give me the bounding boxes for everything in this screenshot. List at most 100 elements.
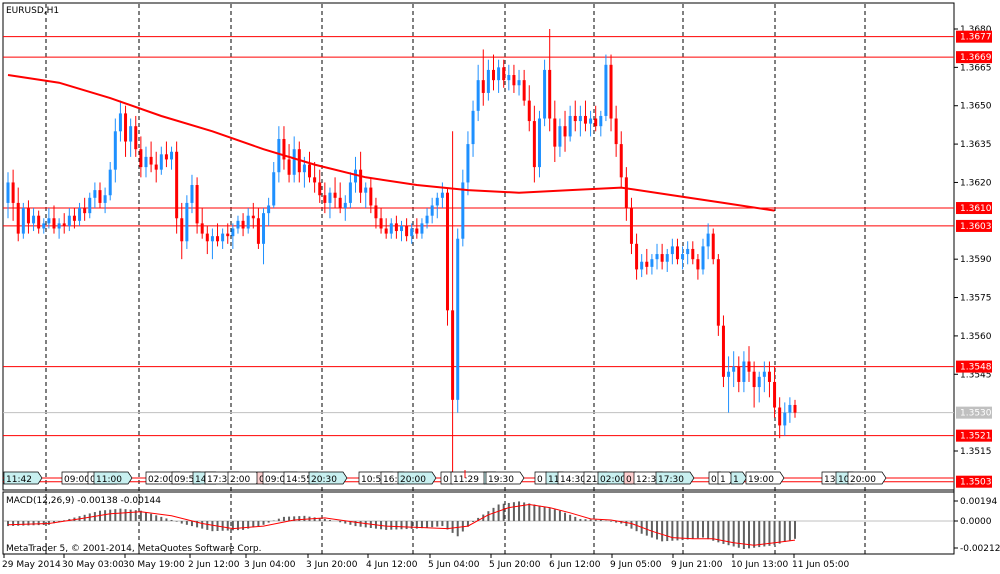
event-tag-label-26: 12:3 bbox=[636, 475, 656, 485]
candle-body-76 bbox=[394, 223, 398, 232]
time-label-7: 5 Jun 04:00 bbox=[428, 560, 480, 570]
candle-body-0 bbox=[6, 182, 10, 203]
event-tag-label-8: 2:00 bbox=[230, 475, 250, 485]
level-badge-1 bbox=[956, 51, 992, 64]
current-price-label: 1.3530 bbox=[960, 409, 992, 419]
candle-body-61 bbox=[318, 182, 322, 196]
candle-body-142 bbox=[732, 366, 736, 372]
event-tag-label-24: 02:00 bbox=[600, 475, 626, 485]
candle-body-126 bbox=[650, 259, 654, 267]
candle-body-147 bbox=[757, 376, 761, 388]
candle-body-3 bbox=[21, 208, 25, 234]
event-tag-label-7: 17:30 bbox=[207, 475, 233, 485]
time-label-4: 3 Jun 04:00 bbox=[244, 560, 296, 570]
time-label-5: 3 Jun 20:00 bbox=[306, 560, 358, 570]
price-label-5: 1.3590 bbox=[960, 255, 992, 265]
candle-body-48 bbox=[251, 215, 255, 219]
candle-body-108 bbox=[558, 126, 562, 147]
candle-body-23 bbox=[124, 113, 128, 142]
candle-body-119 bbox=[614, 118, 618, 145]
candle-body-118 bbox=[609, 64, 613, 119]
candle-body-81 bbox=[420, 223, 424, 234]
event-tag-label-6: 14: bbox=[195, 475, 209, 485]
event-tag-label-11: 14:55 bbox=[286, 475, 312, 485]
candle-body-49 bbox=[256, 218, 260, 244]
macd-label-2: -0.00212 bbox=[960, 544, 1000, 554]
candle-body-70 bbox=[364, 187, 368, 193]
candle-body-149 bbox=[767, 371, 771, 382]
price-axis-labels: 1.3680 1.3665 1.3650 1.3635 1.3620 1.3590 1.35… bbox=[954, 25, 992, 488]
candle-body-71 bbox=[369, 187, 373, 206]
time-label-8: 5 Jun 20:00 bbox=[489, 560, 541, 570]
candle-body-152 bbox=[783, 412, 787, 426]
candle-body-107 bbox=[553, 118, 557, 147]
candle-body-55 bbox=[287, 159, 291, 175]
time-label-6: 4 Jun 12:00 bbox=[366, 560, 418, 570]
event-tag-label-1: 09:00 bbox=[64, 475, 90, 485]
price-label-8: 1.3545 bbox=[960, 370, 992, 380]
candle-body-47 bbox=[246, 215, 250, 229]
current-price-badge bbox=[956, 406, 992, 419]
candle-body-75 bbox=[389, 223, 393, 234]
candle-body-82 bbox=[425, 215, 429, 224]
event-tag-label-9: 0 bbox=[259, 475, 265, 485]
candle-body-98 bbox=[507, 75, 511, 81]
candle-body-128 bbox=[660, 254, 664, 262]
event-tag-15 bbox=[397, 471, 437, 485]
candle-body-137 bbox=[706, 233, 710, 247]
candle-body-28 bbox=[149, 156, 153, 165]
candle-body-101 bbox=[522, 80, 526, 101]
candle-body-127 bbox=[655, 254, 659, 260]
candle-body-146 bbox=[752, 371, 756, 388]
candle-body-27 bbox=[144, 156, 148, 168]
candle-body-151 bbox=[778, 407, 782, 426]
candle-body-111 bbox=[573, 115, 577, 122]
candle-body-129 bbox=[665, 254, 669, 262]
level-badge-2 bbox=[956, 202, 992, 215]
candle-body-5 bbox=[32, 215, 36, 224]
candle-body-35 bbox=[185, 202, 189, 242]
event-tag-label-17: 11:29 bbox=[453, 475, 479, 485]
candle-body-34 bbox=[180, 218, 184, 242]
candle-body-117 bbox=[604, 64, 608, 116]
candle-body-37 bbox=[195, 185, 199, 224]
level-badge-6 bbox=[956, 475, 992, 488]
candle-body-83 bbox=[430, 205, 434, 216]
candle-body-64 bbox=[333, 192, 337, 198]
candle-body-124 bbox=[640, 261, 644, 270]
candle-body-77 bbox=[400, 225, 403, 232]
event-tag-label-19: 19:30 bbox=[488, 475, 514, 485]
candle-body-122 bbox=[629, 208, 633, 244]
event-tag-label-13: 10:50 bbox=[361, 475, 387, 485]
candle-body-19 bbox=[103, 195, 107, 203]
candle-body-50 bbox=[262, 213, 266, 244]
event-tag-31 bbox=[745, 471, 785, 485]
candle-body-99 bbox=[512, 75, 516, 86]
candle-body-80 bbox=[415, 228, 419, 234]
candle-body-51 bbox=[267, 205, 271, 214]
event-tag-label-22: 14:30 bbox=[560, 475, 586, 485]
candle-body-148 bbox=[762, 371, 766, 377]
candle-body-116 bbox=[599, 115, 603, 127]
event-tag-label-29: 1 bbox=[720, 475, 726, 485]
candle-body-40 bbox=[210, 236, 214, 242]
candle-body-115 bbox=[594, 118, 598, 127]
candle-body-154 bbox=[793, 404, 797, 413]
candle-body-92 bbox=[476, 80, 480, 111]
candle-body-65 bbox=[338, 197, 342, 209]
candlesticks bbox=[6, 29, 797, 480]
candle-body-131 bbox=[675, 246, 679, 260]
candle-body-17 bbox=[93, 190, 97, 198]
candle-body-145 bbox=[747, 361, 751, 372]
candle-body-29 bbox=[154, 164, 158, 170]
candle-body-52 bbox=[272, 172, 276, 206]
candle-body-46 bbox=[241, 220, 245, 229]
candle-body-94 bbox=[486, 69, 490, 93]
event-tag-label-25: 0 bbox=[626, 475, 632, 485]
event-tag-label-28: 0 bbox=[711, 475, 717, 485]
candle-body-85 bbox=[440, 192, 444, 198]
candle-body-79 bbox=[410, 228, 414, 237]
event-tag-label-14: 16: bbox=[383, 475, 397, 485]
candle-body-1 bbox=[11, 182, 15, 203]
